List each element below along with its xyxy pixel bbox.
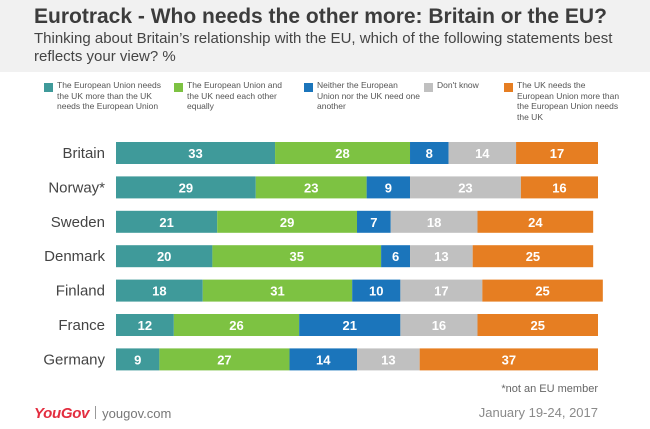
value-label: 33: [188, 146, 202, 161]
footer-divider: [95, 406, 97, 419]
category-label: Britain: [62, 145, 105, 162]
bar-segment: [116, 279, 203, 302]
bar-segment: [116, 245, 213, 268]
bar-segment: [299, 314, 401, 336]
legend-swatch: [304, 83, 313, 92]
value-label: 10: [369, 284, 383, 299]
value-label: 14: [475, 146, 490, 161]
bar-segment: [116, 142, 276, 164]
bar-segment: [410, 245, 473, 268]
bar-segment: [472, 245, 594, 268]
value-label: 16: [432, 318, 446, 333]
value-label: 26: [229, 318, 243, 333]
bar-segment: [410, 142, 449, 164]
yougov-logo: YouGov: [34, 405, 90, 422]
category-label: Denmark: [44, 248, 105, 265]
value-label: 23: [304, 180, 318, 195]
legend-label: The European Union needs the UK more tha…: [57, 80, 161, 111]
value-label: 25: [535, 284, 549, 299]
survey-date: January 19-24, 2017: [478, 405, 598, 420]
value-label: 21: [343, 318, 357, 333]
value-label: 9: [385, 180, 392, 195]
value-label: 13: [381, 352, 395, 367]
bar-segment: [410, 176, 521, 199]
value-label: 29: [280, 215, 294, 230]
category-label: Finland: [56, 283, 105, 300]
footnote: *not an EU member: [501, 383, 598, 395]
chart-subtitle: Thinking about Britain’s relationship wi…: [34, 30, 613, 65]
category-label: France: [58, 317, 105, 334]
bar-segment: [357, 348, 420, 371]
value-label: 14: [316, 352, 331, 367]
value-label: 17: [550, 146, 564, 161]
value-label: 16: [552, 180, 566, 195]
bar-segment: [159, 348, 290, 371]
bar-segment: [255, 176, 367, 199]
bar-segment: [357, 210, 391, 233]
value-label: 7: [370, 215, 377, 230]
bar-segment: [275, 142, 411, 164]
chart-title: Eurotrack - Who needs the other more: Br…: [34, 5, 607, 28]
legend-label: The UK needs the European Union more tha…: [517, 80, 620, 122]
bar-segment: [202, 279, 353, 302]
bar-segment: [116, 210, 218, 233]
value-label: 24: [528, 215, 543, 230]
bar-segment: [116, 348, 160, 371]
bar-segment: [477, 314, 598, 336]
value-label: 25: [526, 249, 540, 264]
value-label: 27: [217, 352, 231, 367]
category-label: Sweden: [51, 214, 105, 231]
value-label: 12: [138, 318, 152, 333]
bar-segment: [400, 314, 478, 336]
footer: YouGov yougov.com: [34, 405, 171, 425]
bar-segment: [448, 142, 517, 164]
value-label: 18: [152, 284, 166, 299]
bar-segment: [477, 210, 594, 233]
value-label: 8: [426, 146, 433, 161]
value-label: 6: [392, 249, 399, 264]
bar-segment: [516, 142, 598, 164]
value-label: 20: [157, 249, 171, 264]
bar-segment: [381, 245, 411, 268]
value-label: 9: [134, 352, 141, 367]
legend-swatch: [504, 83, 513, 92]
value-label: 23: [458, 180, 472, 195]
bar-segment: [217, 210, 357, 233]
legend-swatch: [44, 83, 53, 92]
bar-segment: [400, 279, 483, 302]
bar-segment: [482, 279, 603, 302]
value-label: 25: [531, 318, 545, 333]
category-label: Germany: [43, 351, 105, 368]
value-label: 35: [290, 249, 304, 264]
site-link[interactable]: yougov.com: [102, 406, 172, 421]
value-label: 13: [434, 249, 448, 264]
bar-segment: [390, 210, 478, 233]
legend-swatch: [174, 83, 183, 92]
value-label: 28: [335, 146, 349, 161]
category-label: Norway*: [48, 179, 105, 196]
bar-segment: [366, 176, 411, 199]
legend-label: Neither the European Union nor the UK ne…: [317, 80, 421, 111]
bar-segment: [352, 279, 401, 302]
legend-swatch: [424, 83, 433, 92]
header-band: Eurotrack - Who needs the other more: Br…: [0, 0, 650, 72]
value-label: 17: [434, 284, 448, 299]
bar-segment: [212, 245, 382, 268]
value-label: 37: [502, 352, 516, 367]
value-label: 29: [179, 180, 193, 195]
legend-label: Don't know: [437, 80, 479, 90]
bar-segment: [520, 176, 598, 199]
value-label: 31: [270, 284, 284, 299]
bar-segment: [173, 314, 300, 336]
value-label: 18: [427, 215, 441, 230]
bar-segment: [116, 314, 174, 336]
bar-segment: [116, 176, 256, 199]
bar-segment: [289, 348, 357, 371]
legend-label: The European Union and the UK need each …: [187, 80, 282, 111]
bar-segment: [419, 348, 598, 371]
value-label: 21: [159, 215, 173, 230]
